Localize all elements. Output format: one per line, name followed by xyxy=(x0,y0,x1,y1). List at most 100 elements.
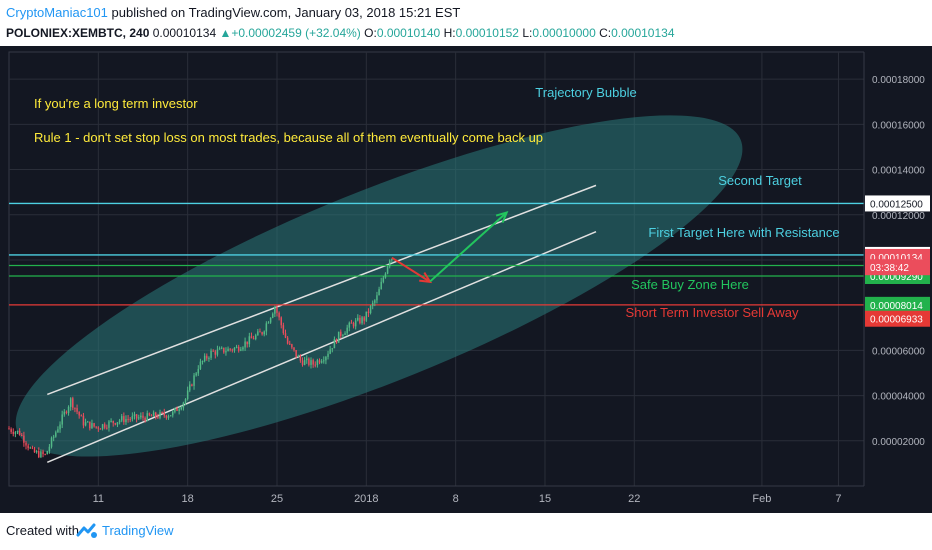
candle-up xyxy=(297,355,300,357)
candle-down xyxy=(318,360,321,363)
candle-down xyxy=(246,341,248,345)
short-term-sell-label: Short Term Investor Sell Away xyxy=(626,305,799,320)
y-tick-label: 0.00016000 xyxy=(872,120,925,131)
candle-up xyxy=(337,331,340,343)
green-target-arrow-head xyxy=(495,210,509,224)
candle-down xyxy=(44,454,46,456)
close-label: C: xyxy=(599,26,612,40)
candle-down xyxy=(335,339,338,343)
candle-down xyxy=(308,358,310,365)
candle-down xyxy=(176,408,178,411)
candle-down xyxy=(42,451,44,455)
candle-up xyxy=(378,289,380,296)
candle-down xyxy=(103,424,106,428)
y-tick-label: 0.00012000 xyxy=(872,211,925,222)
candle-down xyxy=(293,347,295,351)
candle-up xyxy=(169,415,172,417)
candle-up xyxy=(16,430,19,433)
second-target-label: Second Target xyxy=(718,173,802,188)
low-price-badge xyxy=(865,310,930,327)
candle-up xyxy=(303,360,306,365)
candle-up xyxy=(316,360,319,366)
candle-down xyxy=(150,415,153,417)
low-price-badge-text: 0.00006933 xyxy=(870,315,923,326)
candle-down xyxy=(80,415,83,417)
candle-down xyxy=(82,415,85,426)
candle-down xyxy=(261,332,263,335)
x-tick-label: 11 xyxy=(93,493,104,505)
candle-up xyxy=(182,402,185,408)
candle-down xyxy=(312,360,314,365)
candle-down xyxy=(112,420,114,424)
candle-down xyxy=(142,415,144,418)
candle-up xyxy=(271,313,274,318)
candle-up xyxy=(220,347,223,349)
candle-down xyxy=(363,317,365,321)
countdown-badge-text: 03:38:42 xyxy=(870,263,909,274)
candle-up xyxy=(174,408,176,412)
tradingview-brand-link[interactable]: TradingView xyxy=(102,523,174,538)
y-tick-label: 0.00018000 xyxy=(872,75,925,86)
candle-up xyxy=(50,437,53,447)
published-text: published on TradingView.com, January 03… xyxy=(111,5,461,20)
candle-up xyxy=(365,311,368,321)
candle-up xyxy=(146,413,148,421)
candle-up xyxy=(380,281,382,290)
chart-area[interactable]: If you're a long term investor Rule 1 - d… xyxy=(0,46,932,513)
candle-down xyxy=(301,360,304,365)
candle-up xyxy=(189,384,191,391)
candle-down xyxy=(206,355,208,359)
candle-up xyxy=(354,320,357,327)
candle-down xyxy=(8,428,10,430)
candle-up xyxy=(346,327,348,334)
candle-up xyxy=(140,415,142,418)
candle-down xyxy=(284,333,287,338)
candle-down xyxy=(237,346,240,351)
candle-up xyxy=(269,317,272,323)
candle-down xyxy=(157,416,159,418)
candle-down xyxy=(31,447,34,449)
candle-up xyxy=(57,429,59,433)
candle-up xyxy=(386,266,389,274)
x-tick-label: 7 xyxy=(835,493,841,505)
short-term-sell-line-badge xyxy=(865,296,930,313)
candle-down xyxy=(18,430,21,435)
high-label: H: xyxy=(443,26,456,40)
candle-down xyxy=(314,364,317,366)
candle-up xyxy=(48,446,51,452)
red-pullback-arrow xyxy=(391,256,431,283)
candle-down xyxy=(350,322,353,324)
price-change: +0.00002459 (+32.04%) xyxy=(231,26,361,40)
up-triangle-icon: ▲ xyxy=(219,26,232,40)
candle-up xyxy=(201,361,204,363)
candle-down xyxy=(74,407,76,409)
candle-down xyxy=(27,445,29,449)
candle-up xyxy=(208,357,210,359)
candle-up xyxy=(369,305,372,314)
price-chart[interactable]: If you're a long term investor Rule 1 - d… xyxy=(0,46,932,513)
candle-down xyxy=(25,442,27,446)
x-tick-label: Feb xyxy=(752,493,771,505)
author-link[interactable]: CryptoManiac101 xyxy=(6,5,108,20)
safe-buy-bottom-line-badge-text: 0.00009290 xyxy=(870,272,923,283)
low-label: L: xyxy=(522,26,533,40)
candle-up xyxy=(371,302,374,306)
candle-up xyxy=(178,409,180,411)
candle-up xyxy=(235,346,238,348)
candle-down xyxy=(21,434,23,436)
y-tick-label: 0.00002000 xyxy=(872,437,925,448)
first-target-label: First Target Here with Resistance xyxy=(648,225,839,240)
candle-up xyxy=(244,341,246,348)
candle-up xyxy=(86,421,89,423)
short-term-sell-line-badge-text: 0.00008014 xyxy=(870,301,923,312)
candle-up xyxy=(248,336,251,345)
candle-up xyxy=(67,406,70,413)
candle-up xyxy=(257,331,259,336)
candle-up xyxy=(333,339,336,349)
open-value: 0.00010140 xyxy=(376,26,441,40)
candle-up xyxy=(361,317,363,324)
candle-down xyxy=(288,343,291,345)
candle-up xyxy=(342,334,344,336)
candle-up xyxy=(263,331,265,335)
candle-up xyxy=(91,423,93,429)
